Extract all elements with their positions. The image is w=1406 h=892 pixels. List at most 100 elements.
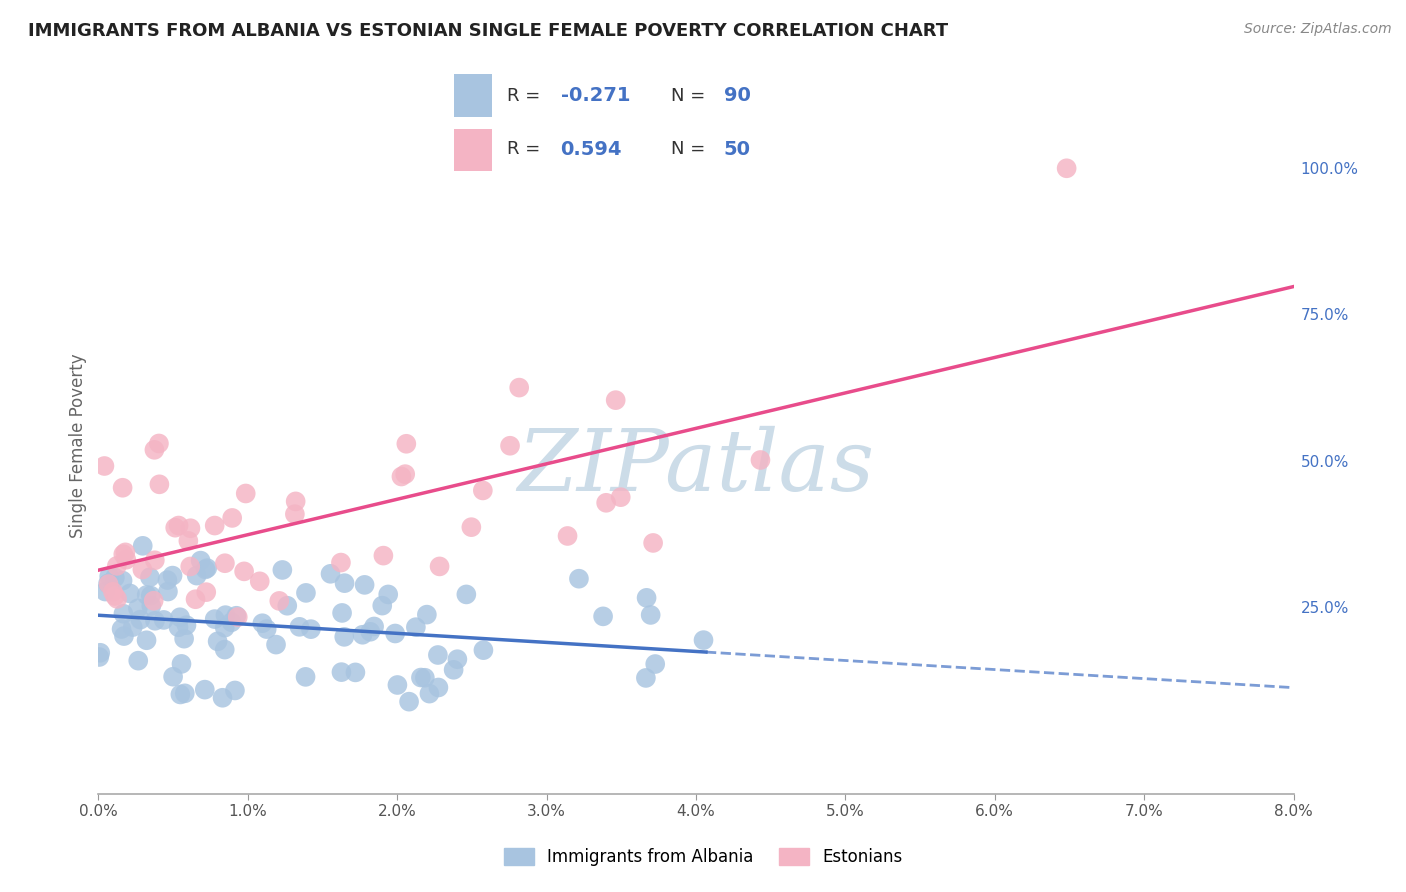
Point — [644, 657, 666, 671]
Point — [225, 608, 247, 623]
Point — [499, 439, 522, 453]
Point — [429, 559, 451, 574]
Point — [371, 599, 394, 613]
Point — [195, 585, 218, 599]
Point — [190, 553, 212, 567]
Point — [284, 507, 307, 521]
Point — [111, 574, 134, 588]
Point — [284, 494, 307, 508]
Point — [1056, 161, 1078, 176]
Point — [186, 568, 208, 582]
Point — [276, 599, 298, 613]
Point — [363, 619, 385, 633]
Point — [373, 549, 395, 563]
Point — [595, 496, 617, 510]
Point — [460, 520, 482, 534]
Point — [105, 558, 128, 573]
Point — [568, 572, 591, 586]
Point — [176, 618, 198, 632]
Point — [184, 592, 207, 607]
Point — [387, 678, 409, 692]
FancyBboxPatch shape — [454, 128, 492, 171]
Point — [211, 690, 233, 705]
Point — [409, 671, 432, 685]
Point — [162, 568, 184, 582]
Point — [89, 650, 111, 665]
Point — [252, 616, 274, 631]
Point — [256, 622, 278, 636]
Point — [112, 547, 135, 561]
Point — [143, 614, 166, 628]
Point — [104, 589, 127, 603]
Point — [214, 642, 236, 657]
Point — [416, 607, 439, 622]
Point — [456, 587, 478, 601]
Point — [104, 571, 127, 585]
Point — [93, 458, 115, 473]
Point — [194, 682, 217, 697]
Text: -0.271: -0.271 — [561, 86, 630, 105]
Point — [167, 518, 190, 533]
Point — [173, 686, 195, 700]
Point — [605, 393, 627, 408]
Point — [179, 559, 201, 574]
Point — [749, 453, 772, 467]
Point — [143, 442, 166, 457]
Point — [377, 587, 399, 601]
Point — [165, 521, 187, 535]
Point — [288, 620, 311, 634]
Point — [167, 620, 190, 634]
Point — [391, 469, 413, 483]
Point — [101, 584, 124, 599]
Text: ZIPatlas: ZIPatlas — [517, 425, 875, 508]
Point — [643, 536, 665, 550]
Point — [143, 553, 166, 567]
FancyBboxPatch shape — [454, 75, 492, 117]
Point — [170, 657, 193, 671]
Point — [330, 606, 353, 620]
Point — [105, 591, 128, 606]
Point — [249, 574, 271, 589]
Point — [329, 556, 352, 570]
Point — [169, 610, 191, 624]
Point — [89, 646, 111, 660]
Text: IMMIGRANTS FROM ALBANIA VS ESTONIAN SINGLE FEMALE POVERTY CORRELATION CHART: IMMIGRANTS FROM ALBANIA VS ESTONIAN SING… — [28, 22, 948, 40]
Point — [148, 477, 170, 491]
Point — [132, 539, 155, 553]
Point — [214, 608, 236, 623]
Point — [177, 533, 200, 548]
Text: 0.594: 0.594 — [561, 140, 621, 159]
Point — [405, 620, 427, 634]
Point — [214, 556, 236, 570]
Point — [353, 578, 375, 592]
Point — [127, 601, 149, 615]
Point — [235, 486, 257, 500]
Point — [226, 610, 249, 624]
Point — [413, 671, 436, 685]
Point — [427, 681, 450, 695]
Point — [333, 576, 356, 591]
Point — [634, 671, 657, 685]
Point — [98, 569, 121, 583]
Point — [443, 663, 465, 677]
Text: R =: R = — [508, 140, 547, 158]
Point — [592, 609, 614, 624]
Point — [395, 437, 418, 451]
Point — [221, 511, 243, 525]
Point — [156, 584, 179, 599]
Point — [384, 626, 406, 640]
Point — [418, 687, 440, 701]
Point — [194, 562, 217, 576]
Text: R =: R = — [508, 87, 547, 104]
Text: 90: 90 — [724, 86, 751, 105]
Point — [152, 613, 174, 627]
Point — [636, 591, 658, 605]
Point — [471, 483, 494, 498]
Point — [269, 594, 291, 608]
Point — [295, 586, 318, 600]
Point — [115, 552, 138, 566]
Point — [472, 643, 495, 657]
Point — [141, 599, 163, 613]
Point — [94, 584, 117, 599]
Point — [139, 589, 162, 603]
